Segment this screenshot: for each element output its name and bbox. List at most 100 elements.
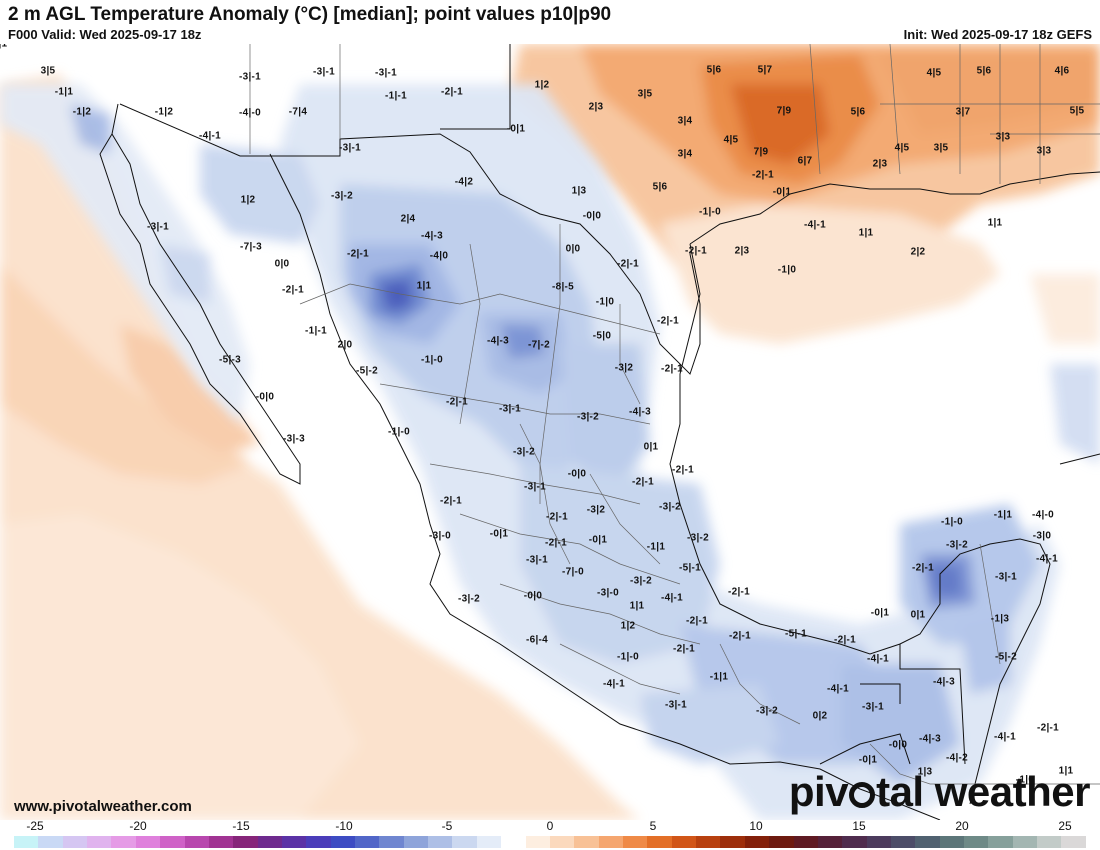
point-value-label: -1|-0 <box>387 426 411 438</box>
point-value-label: 0|0 <box>565 243 581 255</box>
point-value-label: 1|1 <box>987 217 1003 229</box>
point-value-label: 1|2 <box>534 79 550 91</box>
point-value-label: 3|4 <box>677 148 693 160</box>
colorbar-tick-label: 25 <box>1058 819 1072 833</box>
point-value-label: 1|1 <box>629 600 645 612</box>
colorbar-swatch <box>866 836 891 848</box>
point-value-label: -4|-3 <box>420 230 444 242</box>
point-value-label: -5|-1 <box>678 562 702 574</box>
point-value-label: -3|-0 <box>596 587 620 599</box>
colorbar-swatch <box>306 836 331 848</box>
point-value-label: 5|6 <box>976 65 992 77</box>
point-value-label: -2|-1 <box>281 284 305 296</box>
colorbar-swatch <box>549 836 575 848</box>
colorbar-swatch <box>428 836 453 848</box>
point-value-label: -3|-0 <box>428 530 452 542</box>
point-value-label: -2|-1 <box>346 248 370 260</box>
colorbar-swatch <box>598 836 623 848</box>
point-value-label: -1|-0 <box>616 651 640 663</box>
colorbar-tick-label: -25 <box>26 819 44 833</box>
point-value-label: -5|-2 <box>355 365 379 377</box>
point-value-label: 0|1 <box>643 441 659 453</box>
colorbar-swatch <box>330 836 356 848</box>
point-value-label: 2|0 <box>337 339 353 351</box>
point-value-label: -3|-1 <box>312 66 336 78</box>
point-value-label: -4|-3 <box>628 406 652 418</box>
colorbar-swatch <box>939 836 965 848</box>
point-value-label: -3|-1 <box>523 481 547 493</box>
point-value-label: -2|-1 <box>684 245 708 257</box>
point-value-label: -0|1 <box>772 186 792 198</box>
point-value-label: -2|-1 <box>660 363 684 375</box>
point-value-label: 0|1 <box>0 44 8 50</box>
map-canvas <box>0 44 1100 820</box>
point-value-label: -2|-1 <box>440 86 464 98</box>
point-value-label: 0|1 <box>910 609 926 621</box>
point-value-label: -3|-2 <box>330 190 354 202</box>
point-value-label: 0|2 <box>812 710 828 722</box>
colorbar-swatch <box>403 836 429 848</box>
source-url[interactable]: www.pivotalweather.com <box>14 798 192 815</box>
colorbar-swatch <box>62 836 88 848</box>
point-value-label: 1|2 <box>240 194 256 206</box>
point-value-label: 5|7 <box>757 64 773 76</box>
colorbar-swatch <box>14 836 39 848</box>
point-value-label: -2|-1 <box>1036 722 1060 734</box>
anomaly-map[interactable]: 3|5 -1|1 -1|2 -3|-1 -3|-1 -3|-1 -1|2 -4|-1 -4|-0… <box>0 44 1100 820</box>
point-value-label: -8|-5 <box>551 281 575 293</box>
point-value-label: 1|2 <box>620 620 636 632</box>
colorbar-swatch <box>1037 836 1062 848</box>
point-value-label: 5|6 <box>706 64 722 76</box>
point-value-label: -4|-0 <box>238 107 262 119</box>
point-value-label: -0|0 <box>523 590 543 602</box>
point-value-label: -1|-0 <box>420 354 444 366</box>
point-value-label: -6|-4 <box>525 634 549 646</box>
point-value-label: -4|-1 <box>826 683 850 695</box>
point-value-label: -1|2 <box>154 106 174 118</box>
colorbar-tick-label: -10 <box>335 819 353 833</box>
point-value-label: -2|-1 <box>751 169 775 181</box>
colorbar-swatch <box>257 836 282 848</box>
point-value-label: 1|3 <box>571 185 587 197</box>
colorbar-swatch <box>988 836 1013 848</box>
us-mexico-border <box>119 103 701 375</box>
point-value-label: 2|4 <box>400 213 416 225</box>
point-value-label: -1|-1 <box>304 325 328 337</box>
colorbar-swatch <box>281 836 307 848</box>
colorbar-tick-label: 0 <box>546 819 554 833</box>
point-value-label: -4|-1 <box>1035 553 1059 565</box>
point-value-label: -1|-0 <box>940 516 964 528</box>
point-value-label: -3|-2 <box>686 532 710 544</box>
logo-text-2: tal weather <box>876 768 1090 815</box>
point-value-label: -0|0 <box>567 468 587 480</box>
colorbar-swatch <box>111 836 136 848</box>
point-value-label: -2|-1 <box>728 630 752 642</box>
point-value-label: -4|-1 <box>602 678 626 690</box>
point-value-label: -4|-2 <box>945 752 969 764</box>
point-value-label: 4|6 <box>1054 65 1070 77</box>
point-value-label: -4|-1 <box>993 731 1017 743</box>
point-value-label: -2|-1 <box>833 634 857 646</box>
point-value-label: -3|-2 <box>755 705 779 717</box>
point-value-label: -0|0 <box>255 391 275 403</box>
point-value-label: -1|1 <box>646 541 666 553</box>
point-value-label: -0|0 <box>582 210 602 222</box>
point-value-label: -2|-1 <box>727 586 751 598</box>
point-value-label: 3|3 <box>1036 145 1052 157</box>
point-value-label: -5|0 <box>592 330 612 342</box>
point-value-label: -1|1 <box>709 671 729 683</box>
point-value-label: -0|1 <box>506 123 526 135</box>
colorbar-tick-label: -20 <box>129 819 147 833</box>
colorbar-swatch <box>452 836 477 848</box>
point-value-label: -1|0 <box>595 296 615 308</box>
point-value-label: -0|1 <box>870 607 890 619</box>
colorbar-swatch <box>744 836 770 848</box>
point-value-label: 2|3 <box>872 158 888 170</box>
colorbar-swatch <box>574 836 599 848</box>
point-value-label: -3|-2 <box>658 501 682 513</box>
point-value-label: 3|5 <box>933 142 949 154</box>
point-value-label: 2|2 <box>910 246 926 258</box>
colorbar-swatch <box>647 836 672 848</box>
point-value-label: -1|2 <box>72 106 92 118</box>
point-value-label: 3|7 <box>955 106 971 118</box>
